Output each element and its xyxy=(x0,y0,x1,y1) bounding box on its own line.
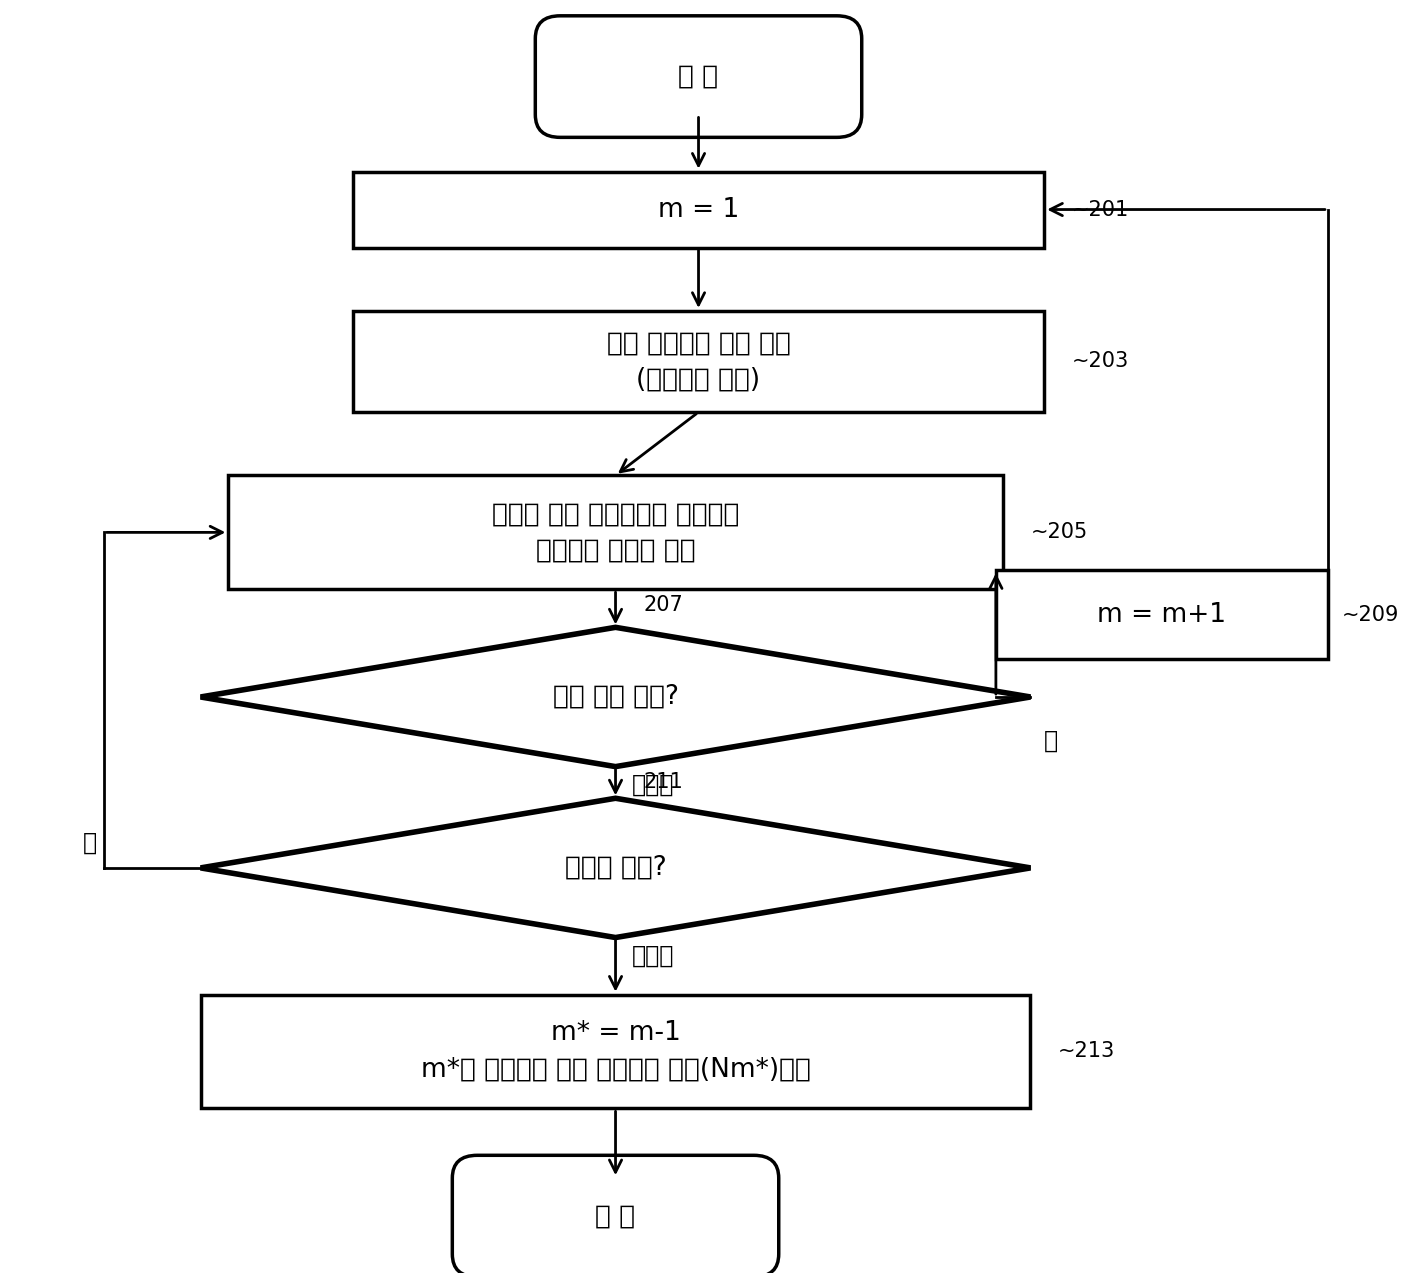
Bar xyxy=(353,172,1045,247)
Bar xyxy=(353,311,1045,412)
Bar xyxy=(201,995,1031,1108)
Text: 새로운 제약?: 새로운 제약? xyxy=(565,855,667,881)
Text: ~213: ~213 xyxy=(1058,1042,1116,1061)
Text: ~209: ~209 xyxy=(1342,604,1399,625)
Text: 211: 211 xyxy=(643,772,683,792)
Text: m = 1: m = 1 xyxy=(658,197,739,223)
Text: 아니오: 아니오 xyxy=(632,943,674,968)
FancyBboxPatch shape xyxy=(452,1156,779,1277)
Text: 아니오: 아니오 xyxy=(632,773,674,797)
Text: 비선형 최적 알고리즘을 이용하여
부반송파 개수를 갱신: 비선형 최적 알고리즘을 이용하여 부반송파 개수를 갱신 xyxy=(491,502,739,563)
Text: 초기 부반송파 개수 설정
(공평하게 분배): 초기 부반송파 개수 설정 (공평하게 분배) xyxy=(606,330,790,393)
Text: ~205: ~205 xyxy=(1031,522,1087,543)
Text: 파워 제약 만족?: 파워 제약 만족? xyxy=(552,684,678,710)
Text: 예: 예 xyxy=(82,831,96,855)
Text: 종 료: 종 료 xyxy=(596,1203,636,1229)
Bar xyxy=(995,571,1328,659)
Text: m = m+1: m = m+1 xyxy=(1097,602,1226,627)
Bar xyxy=(228,475,1003,589)
FancyBboxPatch shape xyxy=(535,15,862,137)
Text: 예: 예 xyxy=(1045,728,1058,753)
Text: ~203: ~203 xyxy=(1072,352,1129,371)
Text: ~201: ~201 xyxy=(1072,200,1129,220)
Text: 시 작: 시 작 xyxy=(678,64,718,90)
Text: m* = m-1
m*를 이용하여 최적 부반송파 개수(Nm*)결정: m* = m-1 m*를 이용하여 최적 부반송파 개수(Nm*)결정 xyxy=(421,1020,810,1083)
Polygon shape xyxy=(201,627,1031,767)
Polygon shape xyxy=(201,799,1031,937)
Text: 207: 207 xyxy=(643,595,683,614)
